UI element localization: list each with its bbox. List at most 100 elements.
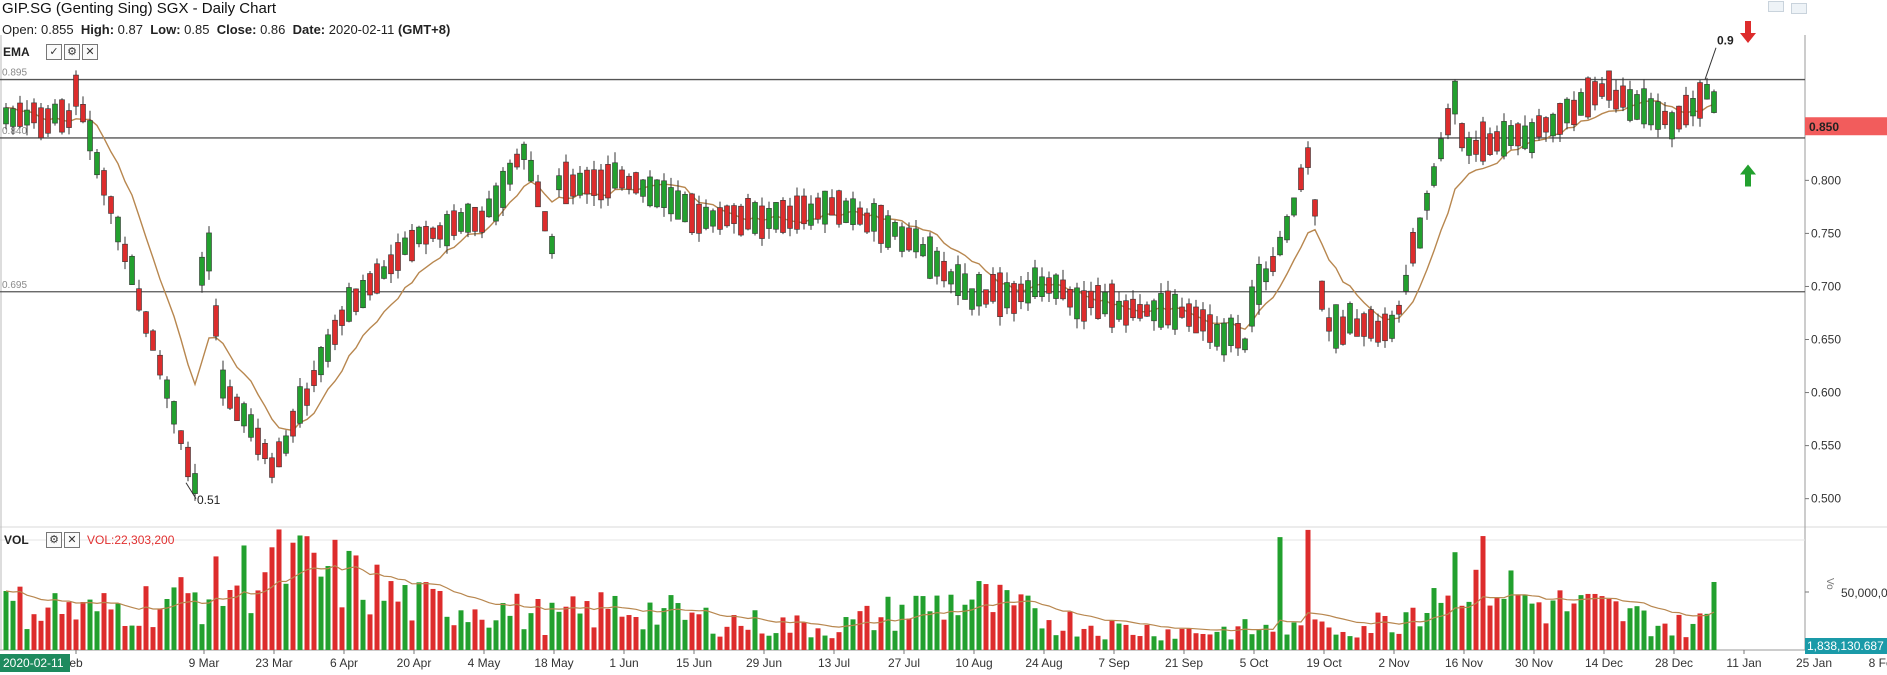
candle-down	[73, 74, 79, 107]
candle-down	[1312, 199, 1318, 217]
candle-up	[1221, 322, 1227, 356]
volume-bar-up	[24, 629, 30, 650]
volume-bar-up	[703, 607, 709, 650]
volume-bar-down	[17, 586, 23, 650]
candle-up	[1102, 291, 1108, 315]
candle-down	[1193, 306, 1199, 334]
volume-bar-down	[1095, 635, 1101, 650]
candle-down	[255, 427, 261, 455]
date-tag	[0, 654, 70, 672]
volume-bar-down	[255, 590, 261, 650]
candle-down	[857, 207, 863, 225]
volume-bar-up	[1508, 570, 1514, 650]
volume-bar-up	[1277, 537, 1283, 650]
volume-bar-up	[206, 599, 212, 650]
horizontal-line-label: 0.840	[2, 126, 27, 137]
volume-bar-down	[626, 615, 632, 650]
vol-remove-button[interactable]: ✕	[64, 532, 80, 548]
candle-up	[24, 109, 30, 126]
candle-up	[1347, 303, 1353, 334]
candle-down	[304, 388, 310, 406]
ema-remove-button[interactable]: ✕	[82, 44, 98, 60]
volume-bar-down	[983, 584, 989, 650]
volume-bar-down	[836, 632, 842, 650]
candle-up	[318, 347, 324, 376]
candle-down	[1270, 256, 1276, 272]
candle-down	[626, 175, 632, 190]
candle-down	[990, 274, 996, 302]
chart-title: GIP.SG (Genting Sing) SGX - Daily Chart	[2, 0, 276, 17]
high-annotation: 0.9	[1717, 34, 1734, 48]
candle-up	[1417, 217, 1423, 249]
volume-bar-down	[136, 625, 142, 650]
fullscreen-icon[interactable]	[1791, 3, 1807, 14]
volume-bar-down	[1312, 619, 1318, 650]
volume-bar-down	[1620, 621, 1626, 650]
candle-up	[129, 255, 135, 285]
volume-bar-up	[521, 629, 527, 650]
volume-bar-down	[1270, 631, 1276, 650]
candle-up	[297, 386, 303, 424]
candle-down	[1046, 277, 1052, 294]
candle-up	[381, 266, 387, 279]
candle-up	[248, 414, 254, 438]
volume-bar-down	[143, 586, 149, 650]
x-tick-label: 1 Jun	[609, 656, 638, 670]
ema-edit-button[interactable]: ✓	[46, 44, 62, 60]
vol-settings-button[interactable]: ⚙	[46, 532, 62, 548]
candle-down	[1354, 318, 1360, 337]
candle-up	[808, 203, 814, 226]
vol-indicator-label: VOL	[4, 533, 29, 547]
volume-bar-down	[633, 617, 639, 650]
volume-bar-up	[1256, 629, 1262, 650]
ema-indicator-label: EMA	[3, 45, 30, 59]
candle-up	[164, 379, 170, 399]
volume-bar-down	[1375, 612, 1381, 650]
candle-up	[661, 180, 667, 208]
candle-up	[1466, 137, 1472, 156]
volume-bar-down	[829, 638, 835, 650]
candle-down	[1592, 81, 1598, 106]
x-tick-label: eb	[69, 656, 83, 670]
volume-bar-up	[416, 582, 422, 650]
candle-up	[1249, 286, 1255, 327]
candle-up	[444, 214, 450, 247]
volume-bar-down	[1011, 605, 1017, 650]
volume-bar-up	[402, 585, 408, 650]
candle-up	[115, 216, 121, 243]
x-tick-label: 13 Jul	[818, 656, 850, 670]
ema-settings-button[interactable]: ⚙	[64, 44, 80, 60]
volume-bar-up	[1291, 622, 1297, 650]
volume-bar-down	[1599, 596, 1605, 650]
volume-bar-down	[1445, 595, 1451, 650]
y-tick-label: 0.700	[1811, 279, 1841, 293]
volume-bar-up	[1074, 636, 1080, 650]
candle-down	[584, 169, 590, 195]
screenshot-icon[interactable]	[1768, 1, 1784, 12]
candle-down	[1088, 290, 1094, 309]
candle-down	[801, 195, 807, 225]
candle-down	[1480, 121, 1486, 162]
volume-bar-down	[1067, 611, 1073, 650]
candle-up	[87, 120, 93, 152]
volume-bar-down	[1109, 620, 1115, 650]
volume-bar-up	[682, 619, 688, 650]
candle-down	[815, 197, 821, 220]
candle-down	[423, 226, 429, 245]
x-tick-label: 2 Nov	[1378, 656, 1409, 670]
candle-up	[703, 206, 709, 229]
volume-bar-down	[59, 613, 65, 650]
candle-up	[507, 162, 513, 185]
candle-up	[458, 212, 464, 232]
candle-up	[1550, 113, 1556, 137]
volume-bar-up	[465, 622, 471, 650]
candle-down	[1515, 123, 1521, 147]
volume-bar-down	[31, 614, 37, 650]
candle-up	[1116, 300, 1122, 320]
candle-down	[836, 190, 842, 225]
volume-bar-down	[780, 617, 786, 650]
candle-down	[1571, 99, 1577, 126]
volume-bar-up	[1025, 595, 1031, 650]
candle-down	[717, 207, 723, 230]
